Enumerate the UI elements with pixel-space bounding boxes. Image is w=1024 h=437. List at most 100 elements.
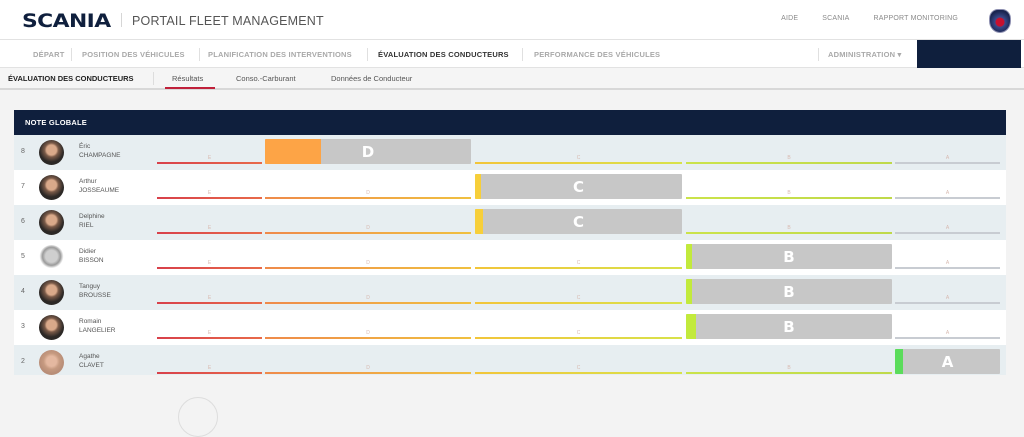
nav-administration-dropdown[interactable]: ADMINISTRATION ▾: [828, 50, 902, 59]
grade-scale-line: [157, 267, 262, 269]
grade-cell-d: D: [265, 310, 471, 345]
grade-scale-label: E: [207, 330, 212, 336]
grade-scale-line: [475, 302, 682, 304]
grade-letter: C: [572, 213, 584, 231]
nav-item-1[interactable]: POSITION DES VÉHICULES: [82, 50, 185, 59]
grade-letter: B: [783, 318, 795, 336]
grade-scale-line: [686, 197, 892, 199]
grade-cell-d: D: [265, 275, 471, 310]
nav-item-2[interactable]: PLANIFICATION DES INTERVENTIONS: [208, 50, 352, 59]
grade-letter: C: [572, 178, 584, 196]
active-tab-indicator: [165, 87, 215, 89]
grade-scale-line: [686, 372, 892, 374]
grade-cell-b: B: [686, 170, 892, 205]
logo-divider: [121, 13, 122, 27]
grade-fill: [686, 314, 697, 339]
top-header: SCANIA PORTAIL FLEET MANAGEMENT AIDE SCA…: [0, 0, 1024, 39]
subtab-0[interactable]: Résultats: [172, 74, 204, 83]
nav-divider: [199, 48, 200, 61]
grade-scale-line: [265, 267, 471, 269]
driver-row[interactable]: 7 Arthur JOSSEAUME E D C B A: [14, 170, 1006, 205]
scroll-indicator: [178, 397, 218, 437]
nav-divider: [71, 48, 72, 61]
scania-griffin-icon[interactable]: [989, 9, 1011, 33]
driver-row[interactable]: 5 Didier BISSON E D C B A: [14, 240, 1006, 275]
driver-avatar: [39, 350, 64, 375]
grade-cell-c: C: [475, 170, 682, 205]
grade-scale-line: [265, 197, 471, 199]
grade-cell-e: E: [157, 275, 262, 310]
driver-avatar: [39, 140, 64, 165]
grade-cell-a: A: [895, 240, 1000, 275]
driver-last-name: BROUSSE: [79, 292, 111, 299]
driver-row[interactable]: 6 Delphine RIEL E D C B A: [14, 205, 1006, 240]
driver-rank: 2: [21, 358, 25, 365]
subtab-2[interactable]: Données de Conducteur: [331, 74, 413, 83]
grade-bar[interactable]: C: [475, 174, 682, 199]
driver-first-name: Romain: [79, 318, 102, 325]
grade-cell-a: A: [895, 345, 1000, 380]
grade-scale-label: B: [787, 225, 791, 231]
driver-last-name: RIEL: [79, 222, 94, 229]
grade-bar[interactable]: D: [265, 139, 471, 164]
driver-last-name: CLAVET: [79, 362, 104, 369]
grade-cell-b: B: [686, 275, 892, 310]
grade-letter: B: [783, 283, 795, 301]
link-scania[interactable]: SCANIA: [822, 15, 850, 22]
link-aide[interactable]: AIDE: [781, 15, 799, 22]
scania-logo[interactable]: SCANIA: [22, 10, 111, 32]
grade-scale-label: A: [945, 330, 950, 336]
grade-scale-label: C: [576, 365, 581, 371]
grade-bar[interactable]: B: [686, 244, 892, 269]
nav-item-4[interactable]: PERFORMANCE DES VÉHICULES: [534, 50, 661, 59]
top-links: AIDE SCANIA RAPPORT MONITORING: [781, 15, 958, 22]
grade-scale-label: C: [576, 155, 581, 161]
grade-scale-label: A: [945, 260, 950, 266]
nav-user-block[interactable]: [917, 40, 1021, 69]
grade-scale-label: B: [787, 155, 791, 161]
grade-scale-label: D: [366, 330, 370, 336]
grade-scale-line: [895, 302, 1000, 304]
grade-fill: [475, 209, 484, 234]
subtab-1[interactable]: Conso.-Carburant: [236, 74, 296, 83]
grade-scale-line: [157, 197, 262, 199]
driver-row[interactable]: 3 Romain LANGELIER E D C B A: [14, 310, 1006, 345]
grade-scale-label: C: [576, 260, 581, 266]
grade-cell-a: A: [895, 170, 1000, 205]
driver-row[interactable]: 4 Tanguy BROUSSE E D C B A: [14, 275, 1006, 310]
grade-bar[interactable]: B: [686, 314, 892, 339]
grade-cell-e: E: [157, 205, 262, 240]
grade-cell-c: C: [475, 240, 682, 275]
grade-scale-label: A: [945, 155, 950, 161]
driver-ranking-list: 8 Éric CHAMPAGNE E D C B A 7 Arthur JOSSEAUME E D C B A…: [14, 135, 1006, 375]
grade-cell-a: A: [895, 205, 1000, 240]
grade-fill: [686, 279, 693, 304]
driver-avatar: [39, 245, 64, 270]
driver-rank: 6: [21, 218, 25, 225]
grade-bar[interactable]: A: [895, 349, 1000, 374]
driver-rank: 5: [21, 253, 25, 260]
driver-avatar: [39, 175, 64, 200]
main-nav: DÉPART POSITION DES VÉHICULES PLANIFICATIO…: [0, 39, 1024, 69]
grade-scale-label: E: [207, 260, 212, 266]
nav-item-3[interactable]: ÉVALUATION DES CONDUCTEURS: [378, 50, 509, 59]
grade-scale-line: [265, 337, 471, 339]
driver-last-name: CHAMPAGNE: [79, 152, 121, 159]
grade-bar[interactable]: C: [475, 209, 682, 234]
grade-scale-label: E: [207, 225, 212, 231]
link-rapport-monitoring[interactable]: RAPPORT MONITORING: [873, 15, 958, 22]
grade-cell-d: D: [265, 205, 471, 240]
grade-scale-line: [157, 232, 262, 234]
grade-letter: D: [361, 143, 375, 161]
grade-scale-line: [475, 372, 682, 374]
driver-row[interactable]: 2 Agathe CLAVET E D C B A: [14, 345, 1006, 375]
grade-cell-d: D: [265, 135, 471, 170]
grade-bar[interactable]: B: [686, 279, 892, 304]
grade-cell-e: E: [157, 345, 262, 380]
grade-scale-line: [895, 267, 1000, 269]
driver-last-name: LANGELIER: [79, 327, 116, 334]
grade-fill: [265, 139, 321, 164]
nav-item-0[interactable]: DÉPART: [33, 50, 65, 59]
grade-scale-label: D: [366, 260, 370, 266]
driver-row[interactable]: 8 Éric CHAMPAGNE E D C B A: [14, 135, 1006, 170]
